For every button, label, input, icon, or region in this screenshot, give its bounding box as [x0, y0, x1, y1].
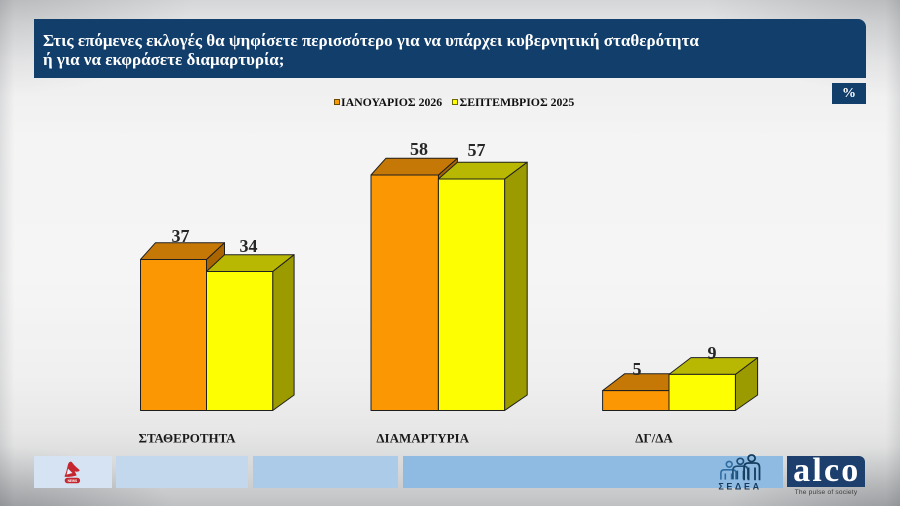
svg-text:ΣΤΑΘΕΡΟΤΗΤΑ: ΣΤΑΘΕΡΟΤΗΤΑ: [139, 431, 237, 446]
svg-text:37: 37: [172, 226, 190, 246]
svg-text:ΔΙΑΜΑΡΤΥΡΙΑ: ΔΙΑΜΑΡΤΥΡΙΑ: [376, 431, 469, 446]
svg-text:ΔΓ/ΔΑ: ΔΓ/ΔΑ: [635, 431, 673, 446]
svg-text:ΣΕΔΕΑ: ΣΕΔΕΑ: [718, 482, 761, 492]
svg-text:58: 58: [410, 139, 428, 159]
svg-text:9: 9: [708, 343, 717, 363]
svg-text:5: 5: [633, 359, 642, 379]
svg-text:57: 57: [468, 140, 486, 160]
svg-text:NEWS: NEWS: [68, 479, 78, 483]
svg-text:34: 34: [240, 236, 258, 256]
